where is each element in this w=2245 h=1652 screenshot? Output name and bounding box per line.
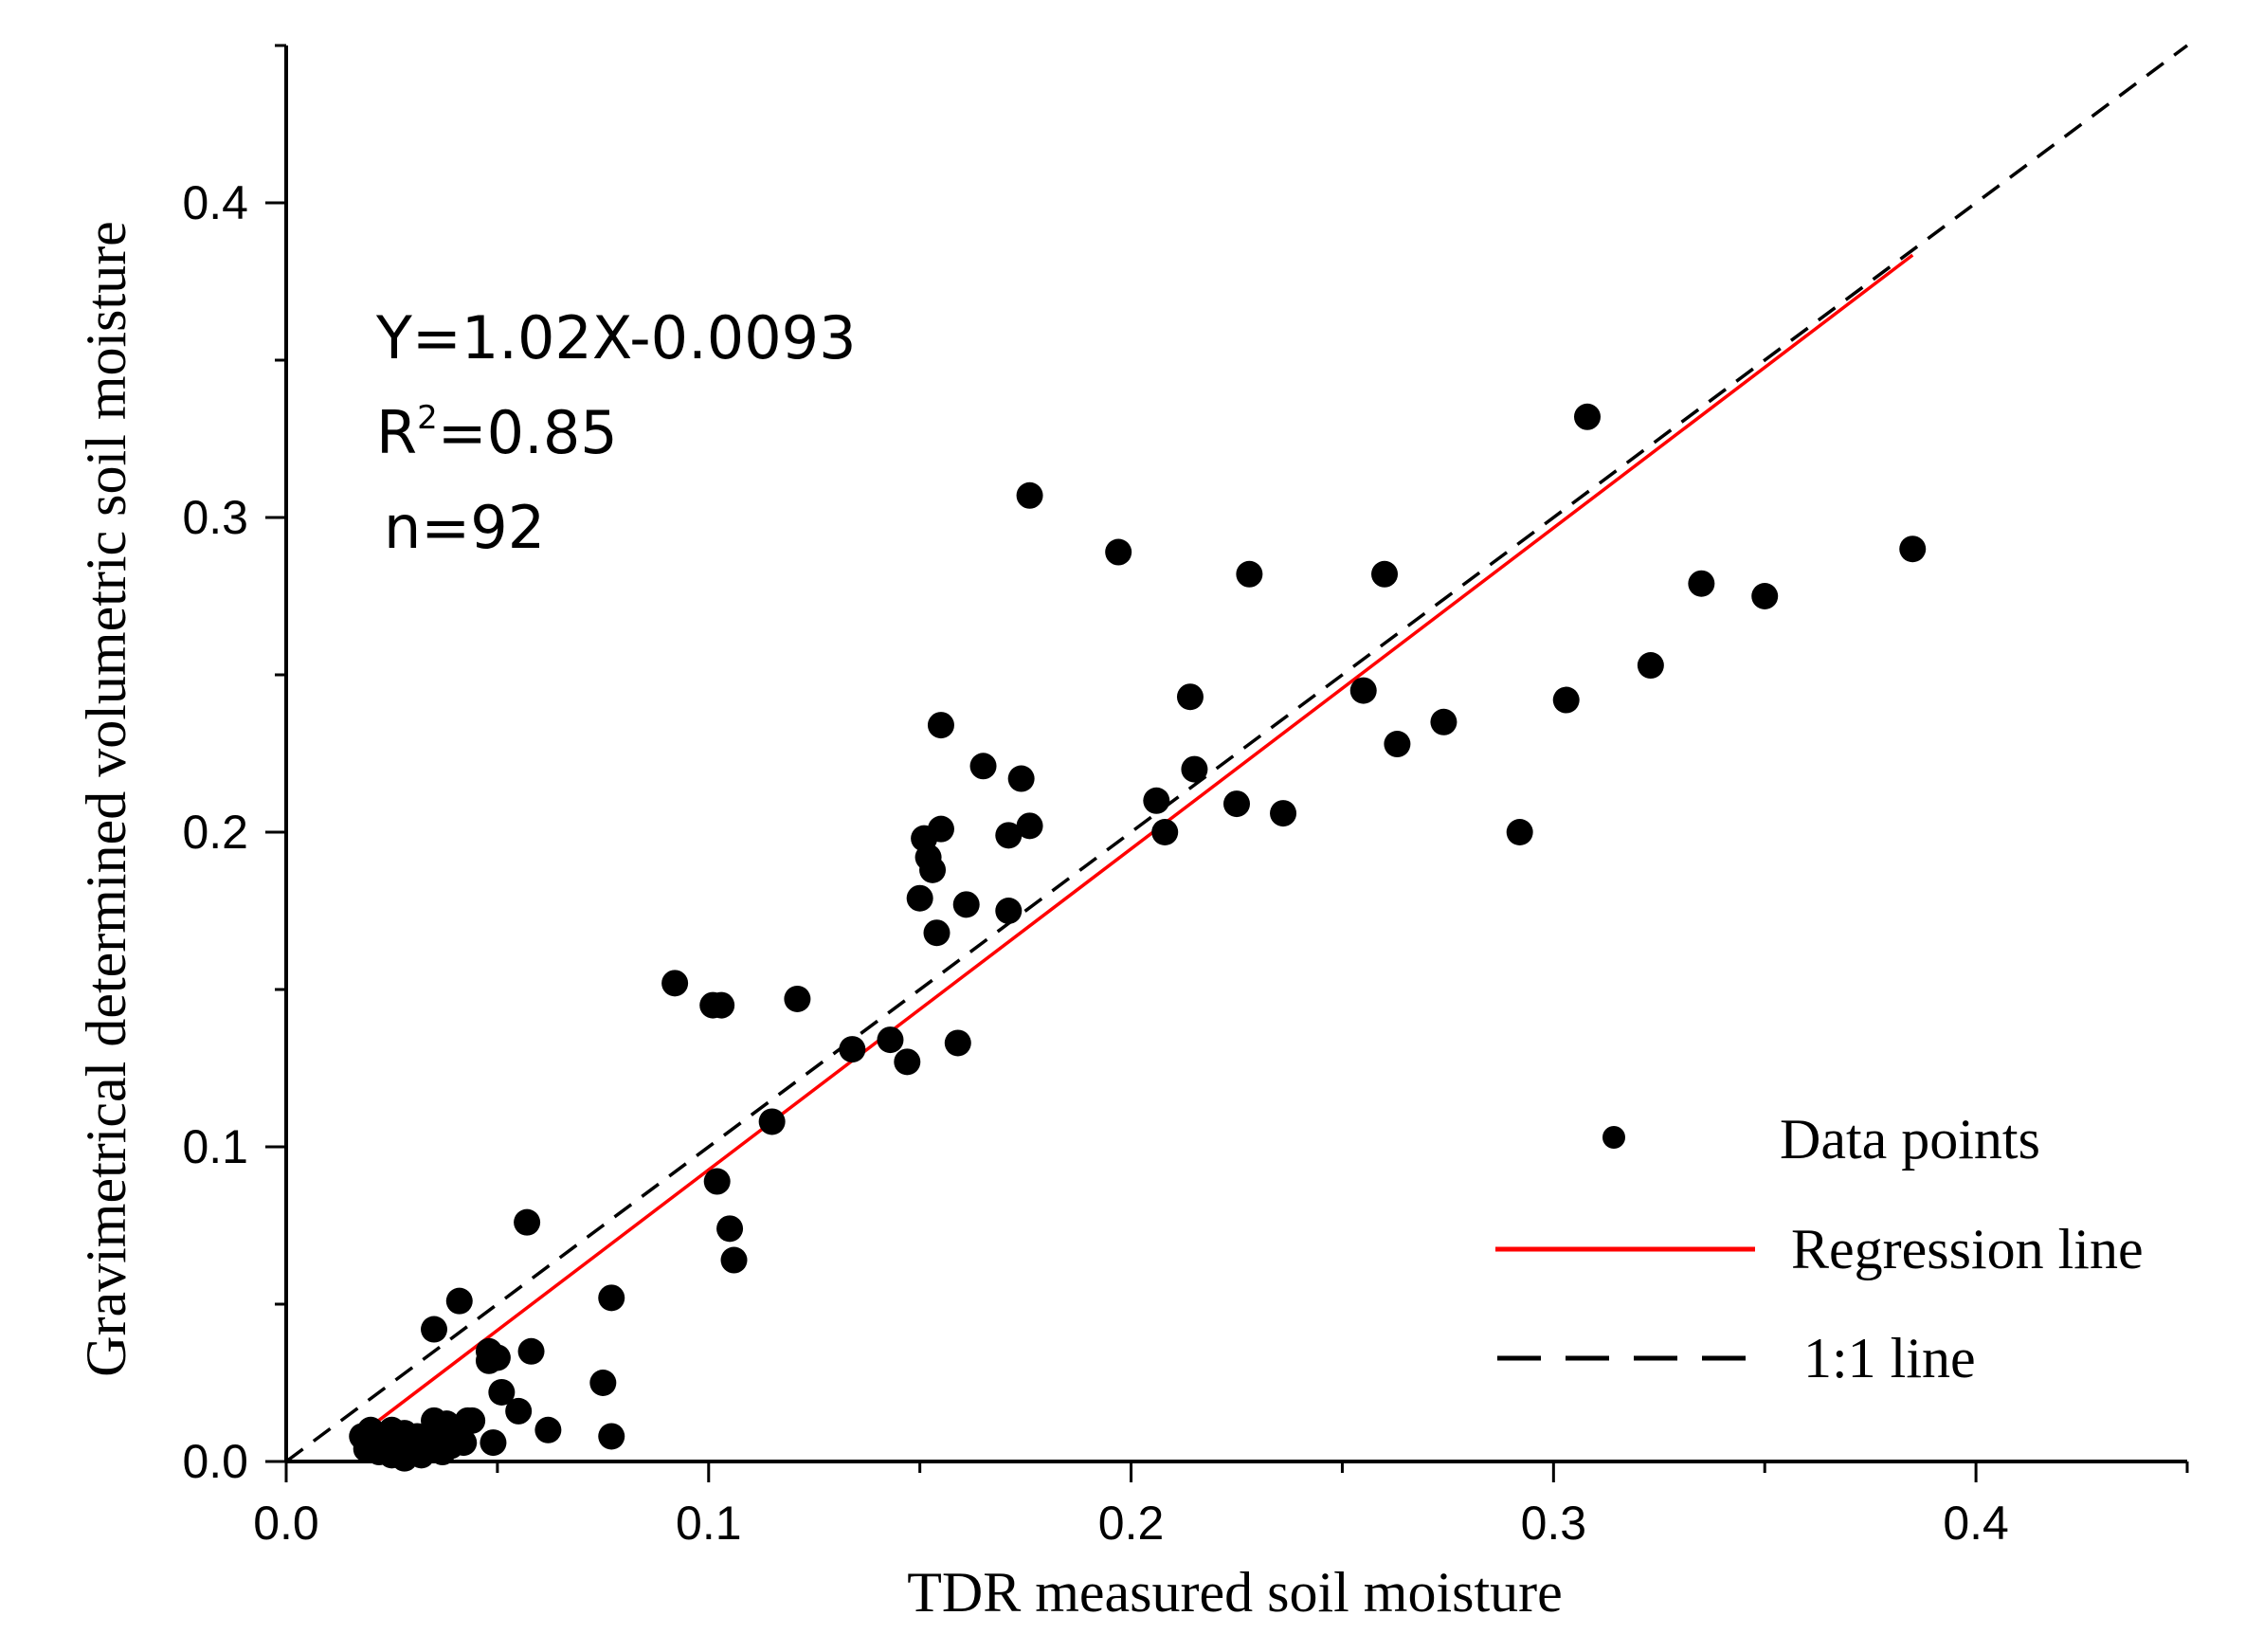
data-point	[1236, 560, 1263, 588]
data-point	[1176, 683, 1204, 711]
x-axis-title: TDR measured soil moisture	[907, 1561, 1563, 1624]
data-point	[784, 985, 811, 1012]
data-point	[517, 1337, 545, 1365]
y-tick-label: 0.3	[182, 491, 248, 544]
data-point	[1223, 790, 1250, 818]
data-point	[1151, 819, 1179, 845]
sample-size-label: n=92	[384, 493, 545, 562]
x-tick-label: 0.4	[1943, 1497, 2009, 1550]
y-axis-title: Gravimetrical determined volumetric soil…	[75, 221, 137, 1377]
y-tick-label: 0.4	[182, 176, 248, 229]
data-point	[716, 1215, 744, 1243]
data-point	[758, 1108, 786, 1135]
data-point	[598, 1284, 625, 1312]
legend-marker-data-points	[1602, 1126, 1625, 1149]
data-point	[480, 1429, 507, 1457]
data-point	[488, 1378, 516, 1406]
data-point	[450, 1429, 478, 1457]
data-point	[1688, 570, 1715, 597]
identity-line	[284, 44, 2189, 1463]
data-point	[459, 1407, 486, 1434]
data-point	[927, 712, 954, 739]
data-point	[1899, 536, 1927, 563]
x-tick-label: 0.0	[253, 1497, 319, 1550]
data-point	[1143, 787, 1170, 814]
data-point	[894, 1048, 921, 1076]
data-point	[923, 919, 951, 947]
data-point	[445, 1287, 473, 1315]
data-point	[952, 891, 980, 918]
data-point	[703, 1168, 731, 1195]
legend-label-identity-line: 1:1 line	[1803, 1327, 1976, 1389]
data-point	[514, 1208, 541, 1236]
regression-line	[361, 253, 1914, 1435]
legend-label-regression-line: Regression line	[1791, 1218, 2144, 1280]
data-point	[1371, 560, 1399, 588]
data-point	[1573, 403, 1601, 430]
data-point	[927, 815, 954, 843]
y-tick-label: 0.2	[182, 806, 248, 859]
data-point	[906, 884, 933, 912]
data-point	[995, 822, 1023, 849]
data-point	[1349, 677, 1377, 704]
data-point	[598, 1423, 625, 1450]
data-point	[1105, 538, 1132, 566]
r-squared-base: R	[376, 398, 417, 467]
data-point	[483, 1344, 511, 1371]
data-point	[1016, 812, 1043, 840]
data-point	[1430, 708, 1457, 735]
data-point	[1552, 686, 1580, 714]
data-point	[1506, 819, 1533, 845]
data-point	[534, 1416, 562, 1443]
y-tick-label: 0.1	[182, 1120, 248, 1173]
r-squared-label: R2=0.85	[376, 398, 618, 467]
legend: Data points Regression line 1:1 line	[1495, 1108, 2144, 1389]
data-point	[944, 1029, 971, 1057]
x-tick-label: 0.3	[1521, 1497, 1587, 1550]
fit-lines	[284, 44, 2189, 1463]
data-point	[1007, 765, 1035, 792]
data-point	[995, 898, 1023, 924]
data-point	[919, 856, 947, 883]
data-point	[1751, 583, 1779, 609]
data-point	[1384, 731, 1411, 758]
axis-ticks: 0.0 0.1 0.2 0.3 0.4 0.0 0.1 0.2 0.3 0.4	[182, 44, 2189, 1550]
legend-label-data-points: Data points	[1780, 1108, 2040, 1171]
regression-equation: Y=1.02X-0.0093	[375, 303, 857, 372]
data-point	[1637, 652, 1664, 680]
data-point	[505, 1397, 533, 1425]
data-point	[661, 970, 689, 997]
data-points	[349, 403, 1927, 1472]
data-point	[839, 1036, 866, 1063]
data-point	[421, 1316, 448, 1343]
x-tick-label: 0.2	[1098, 1497, 1165, 1550]
y-tick-label: 0.0	[182, 1435, 248, 1488]
r-squared-superscript: 2	[417, 399, 438, 437]
data-point	[708, 991, 735, 1019]
data-point	[589, 1370, 617, 1396]
data-point	[1181, 755, 1208, 783]
data-point	[969, 753, 997, 780]
x-tick-label: 0.1	[676, 1497, 742, 1550]
data-point	[720, 1246, 748, 1274]
r-squared-value: =0.85	[438, 398, 618, 467]
data-point	[1270, 800, 1297, 827]
data-point	[1016, 481, 1043, 509]
data-point	[877, 1026, 904, 1054]
